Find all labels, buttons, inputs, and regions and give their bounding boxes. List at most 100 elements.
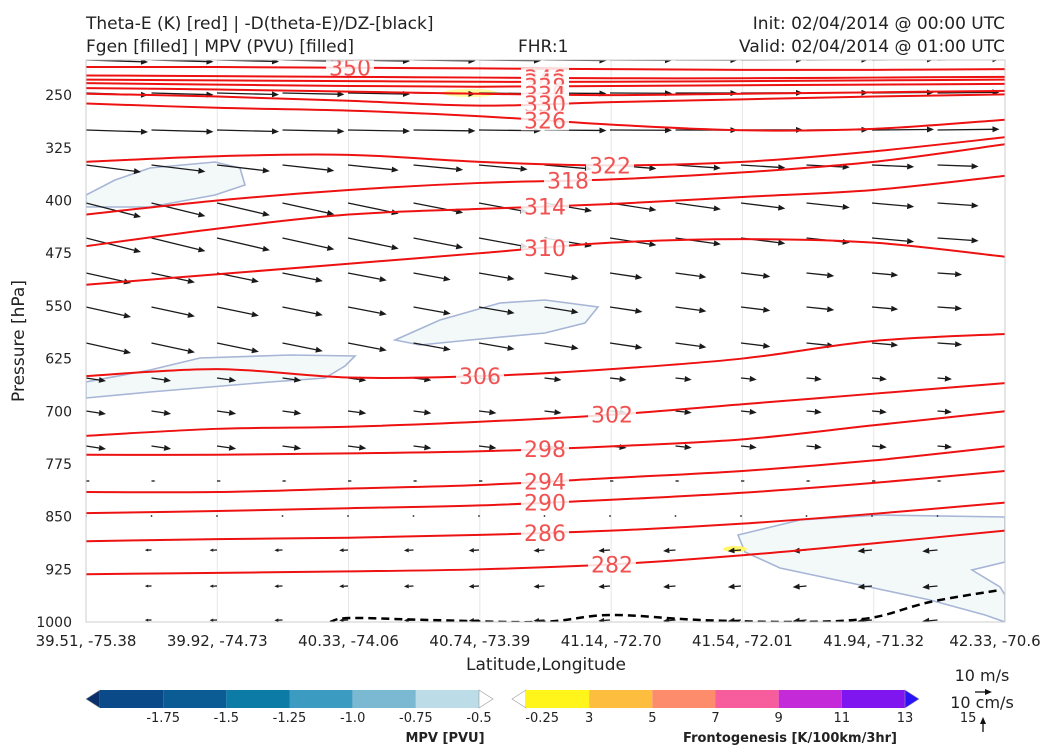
- wind-vector-head: [664, 60, 672, 64]
- contour-label-bg: [521, 522, 569, 543]
- wind-vector-head: [796, 60, 803, 63]
- wind-vector-head: [415, 480, 418, 482]
- chart-title-line2: Fgen [filled] | MPV (PVU) [filled]: [86, 37, 355, 57]
- wind-vector: [609, 377, 620, 380]
- wind-vector-head: [699, 307, 707, 314]
- mpv-colorbar-swatch: [352, 690, 416, 708]
- wind-vector-head: [727, 583, 735, 590]
- contour-label: 310: [524, 237, 566, 262]
- wind-vector: [937, 128, 993, 131]
- wind-vector-head: [778, 164, 786, 171]
- wind-vector-head: [749, 375, 757, 382]
- wind-vector: [937, 445, 946, 448]
- wind-vector: [871, 164, 908, 168]
- wind-vector-head: [874, 480, 876, 482]
- wind-vector-head: [209, 584, 214, 588]
- wind-vector: [478, 202, 521, 212]
- wind-vector: [871, 377, 880, 380]
- wind-vector: [282, 445, 295, 449]
- vector-key-u-arrow-head: [985, 689, 992, 695]
- mpv-filled-region: [86, 161, 246, 208]
- wind-vector-head: [80, 585, 83, 588]
- wind-vector: [413, 342, 444, 350]
- fgen-colorbar-swatch: [904, 689, 920, 709]
- mpv-colorbar-swatch: [100, 690, 164, 708]
- fgen-colorbar-tick-label: 7: [711, 711, 719, 726]
- fgen-colorbar-swatch: [511, 689, 527, 709]
- wind-vector-head: [274, 618, 279, 622]
- wind-vector-head: [879, 408, 887, 415]
- wind-vector: [544, 410, 555, 413]
- wind-vector: [675, 202, 715, 209]
- wind-vector-head: [922, 583, 930, 590]
- wind-vector-head: [219, 480, 221, 482]
- wind-vector-head: [727, 547, 735, 554]
- wind-vector-head: [857, 547, 865, 554]
- wind-vector: [413, 237, 457, 248]
- wind-vector-head: [206, 60, 214, 65]
- wind-vector-head: [699, 343, 707, 350]
- wind-vector: [937, 237, 972, 242]
- wind-vector-head: [939, 480, 942, 482]
- mpv-colorbar-title: MPV [PVU]: [405, 731, 484, 746]
- wind-vector: [282, 306, 317, 315]
- wind-vector-head: [730, 60, 738, 64]
- wind-vector-head: [890, 305, 899, 312]
- wind-vector-head: [927, 60, 933, 63]
- wind-vector-head: [163, 376, 172, 383]
- wind-vector: [740, 377, 750, 380]
- wind-vector-head: [792, 583, 800, 590]
- wind-vector-head: [992, 60, 998, 63]
- wind-vector: [281, 515, 284, 517]
- wind-vector-head: [402, 128, 410, 135]
- wind-vector: [937, 272, 956, 275]
- wind-vector: [740, 164, 779, 168]
- wind-vector-head: [826, 272, 835, 279]
- wind-vector: [86, 237, 135, 251]
- wind-vector: [86, 342, 125, 353]
- wind-vector-head: [358, 444, 367, 451]
- wind-vector-head: [814, 408, 822, 415]
- wind-vector-head: [584, 206, 593, 213]
- wind-vector: [937, 410, 946, 413]
- wind-vector-head: [326, 209, 335, 216]
- contour-label-bg: [521, 438, 569, 459]
- x-tick-label: 39.51, -75.38: [36, 632, 137, 650]
- wind-vector-head: [123, 312, 131, 319]
- wind-vector-head: [926, 126, 934, 133]
- wind-vector-head: [684, 408, 692, 415]
- wind-vector: [347, 164, 392, 171]
- wind-vector-head: [971, 237, 979, 244]
- wind-vector-head: [599, 60, 607, 64]
- contour-label: 326: [524, 109, 566, 134]
- wind-vector-head: [468, 60, 476, 64]
- wind-vector-head: [713, 240, 721, 247]
- contour-label: 306: [459, 365, 501, 390]
- fgen-colorbar-tick-label: 3: [585, 711, 593, 726]
- wind-vector-head: [635, 307, 643, 314]
- wind-vector: [347, 129, 404, 132]
- fgen-colorbar-title: Frontogenesis [K/100km/3hr]: [683, 731, 897, 746]
- wind-vector-head: [649, 241, 657, 248]
- wind-vector: [937, 342, 956, 345]
- plot-content: 3503463423383343303263223183143103063022…: [80, 60, 1005, 622]
- wind-vector-head: [520, 165, 528, 172]
- y-tick-label: 775: [45, 457, 72, 473]
- wind-vector-head: [857, 583, 865, 590]
- wind-vector: [675, 164, 714, 169]
- wind-vector-head: [80, 619, 83, 622]
- theta-e-contour: [86, 332, 1005, 380]
- fgen-colorbar-tick-label: 11: [834, 711, 851, 726]
- wind-vector: [734, 585, 742, 588]
- wind-vector: [937, 306, 956, 309]
- wind-vector: [871, 272, 892, 276]
- wind-vector: [937, 377, 946, 380]
- wind-vector-head: [251, 277, 259, 284]
- wind-vector-head: [379, 310, 387, 317]
- wind-vector-head: [507, 275, 515, 281]
- wind-vector-head: [140, 60, 148, 65]
- wind-vector-head: [922, 617, 930, 622]
- wind-vector-head: [209, 548, 214, 552]
- wind-vector: [216, 377, 230, 381]
- wind-vector: [151, 202, 199, 216]
